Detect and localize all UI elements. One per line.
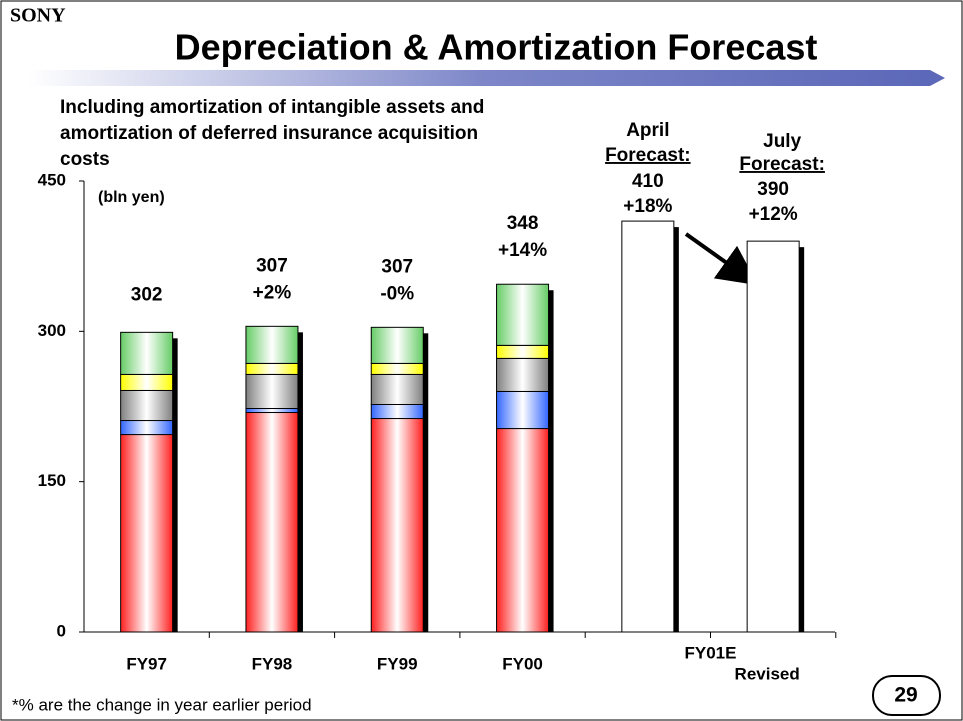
bar-segment	[120, 389, 174, 422]
bar-segment	[621, 220, 675, 633]
bar-segment	[245, 412, 299, 633]
bar-shadow	[673, 227, 679, 633]
forecast-label: Forecast:	[605, 145, 691, 166]
title-stripe	[28, 70, 945, 86]
bar-segment	[496, 428, 550, 633]
bar-segment	[245, 373, 299, 410]
forecast-label: Forecast:	[739, 154, 825, 175]
change-label: +12%	[749, 204, 798, 225]
subtitle-line: Including amortization of intangible ass…	[60, 97, 484, 118]
y-tick-label: 150	[38, 471, 66, 490]
bar-shadow	[548, 290, 554, 632]
x-tick-label: FY99	[377, 654, 418, 673]
bar-segment	[370, 418, 424, 633]
value-label: 307	[381, 256, 413, 277]
forecast-label: July	[763, 131, 801, 152]
bar-segment	[370, 362, 424, 375]
y-tick-label: 300	[38, 321, 66, 340]
title: Depreciation & Amortization Forecast	[175, 27, 818, 68]
bar-segment	[245, 325, 299, 364]
revision-arrow	[684, 232, 759, 286]
bar-segment	[120, 434, 174, 633]
bar-segment	[370, 326, 424, 364]
x-tick-label: FY98	[252, 654, 293, 673]
brand: SONY	[10, 5, 66, 27]
footnote: *% are the change in year earlier period	[12, 695, 312, 714]
bar-segment	[496, 390, 550, 430]
forecast-label: April	[626, 120, 669, 141]
value-label: 410	[632, 171, 664, 192]
bar-segment	[120, 420, 174, 436]
x-tick-label: FY97	[126, 654, 167, 673]
bar-segment	[370, 373, 424, 405]
bar-shadow	[799, 247, 805, 632]
bar-segment	[746, 240, 800, 633]
bar-segment	[496, 344, 550, 359]
bar-segment	[370, 403, 424, 420]
bar-segment	[245, 408, 299, 414]
group-label: FY01E	[685, 643, 737, 662]
change-label: +2%	[253, 282, 292, 303]
y-tick-label: 450	[38, 170, 66, 189]
change-label: +14%	[498, 240, 547, 261]
subtitle-line: amortization of deferred insurance acqui…	[60, 123, 478, 144]
y-tick-label: 0	[57, 621, 66, 640]
bar-shadow	[297, 332, 303, 632]
change-label: -0%	[380, 283, 414, 304]
bar-segment	[120, 373, 174, 391]
bar-segment	[496, 357, 550, 392]
subtitle-line: costs	[60, 149, 110, 170]
bar-shadow	[172, 338, 178, 632]
bar-shadow	[423, 333, 429, 632]
value-label: 302	[131, 284, 163, 305]
bar-segment	[496, 283, 550, 346]
unit-label: (bln yen)	[98, 189, 165, 206]
bar-segment	[120, 331, 174, 375]
bar-segment	[245, 362, 299, 375]
x-tick-label: FY00	[502, 654, 543, 673]
value-label: 348	[507, 213, 539, 234]
x-tick-label: Revised	[735, 664, 800, 683]
value-label: 307	[256, 255, 288, 276]
value-label: 390	[757, 179, 789, 200]
page-badge	[872, 675, 941, 716]
page-number: 29	[894, 684, 917, 707]
change-label: +18%	[623, 196, 672, 217]
